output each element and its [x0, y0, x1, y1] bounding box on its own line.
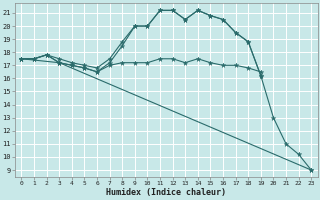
X-axis label: Humidex (Indice chaleur): Humidex (Indice chaleur) [106, 188, 226, 198]
